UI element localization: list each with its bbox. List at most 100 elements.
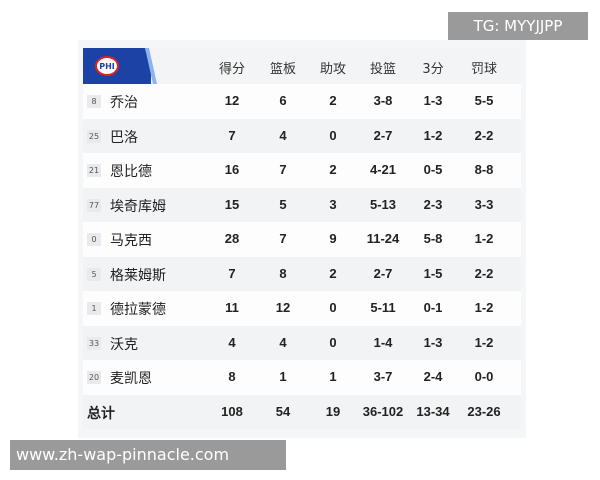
watermark-bottom: www.zh-wap-pinnacle.com (10, 440, 286, 470)
stat-cell: 7 (279, 162, 287, 177)
stat-cell: 1-2 (474, 231, 494, 246)
stat-cell: 2-2 (474, 265, 494, 281)
player-row: 21 恩比德 16 7 2 4-21 0-5 8-8 (83, 153, 521, 188)
player-name: 恩比德 (110, 164, 152, 180)
stat-cell: 5 (279, 196, 287, 212)
player-row: 1 德拉蒙德 11 12 0 5-11 0-1 1-2 (83, 291, 521, 326)
stat-cell: 8 (228, 369, 236, 384)
total-row: 总计 108 54 19 36-102 13-34 23-26 (83, 394, 521, 429)
player-name: 巴洛 (110, 129, 138, 146)
player-name: 埃奇库姆 (110, 198, 166, 215)
jersey-number: 33 (87, 336, 101, 350)
stat-cell: 4 (228, 334, 236, 350)
player-row: 25 巴洛 7 4 0 2-7 1-2 2-2 (83, 118, 521, 153)
stat-cell: 3-7 (373, 369, 393, 384)
stat-cell: 1-2 (423, 127, 443, 143)
stat-cell: 2-4 (423, 369, 443, 384)
stat-cell: 0-5 (423, 162, 443, 177)
stat-cell: 0 (329, 334, 337, 350)
stat-cell: 15 (224, 196, 240, 212)
stat-cell: 12 (224, 93, 240, 108)
stat-cell: 2 (329, 265, 337, 281)
table-header: PHI 得分 篮板 助攻 投篮 3分 罚球 (83, 48, 521, 84)
stat-cell: 3-8 (373, 93, 393, 108)
stat-cell: 4 (279, 127, 287, 143)
stat-cell: 0 (329, 300, 337, 315)
stat-cell: 3-3 (474, 196, 494, 212)
stat-cell: 2-7 (373, 265, 393, 281)
stat-cell: 2-3 (423, 196, 443, 212)
stat-cell: 6 (279, 93, 287, 108)
watermark-top: TG: MYYJJPP (448, 12, 588, 40)
stat-cell: 3 (329, 196, 337, 212)
player-row: 33 沃克 4 4 0 1-4 1-3 1-2 (83, 325, 521, 360)
stat-cell: 9 (329, 231, 337, 246)
stat-cell: 2 (329, 162, 337, 177)
column-header: 3分 (422, 62, 444, 77)
team-logo: PHI (95, 56, 119, 76)
stat-cell: 5-5 (474, 93, 494, 108)
player-name: 马克西 (110, 233, 152, 249)
stat-cell: 13-34 (416, 403, 450, 419)
player-name: 麦凯恩 (110, 371, 152, 387)
stat-cell: 1-5 (423, 265, 443, 281)
stat-cell: 54 (275, 403, 291, 419)
jersey-number: 0 (87, 233, 101, 246)
jersey-number: 77 (87, 198, 101, 212)
stat-cell: 4-21 (369, 162, 397, 177)
player-row: 77 埃奇库姆 15 5 3 5-13 2-3 3-3 (83, 187, 521, 222)
column-header: 篮板 (269, 62, 296, 77)
stat-cell: 1-2 (474, 300, 494, 315)
stat-cell: 1 (329, 369, 337, 384)
player-row: 0 马克西 28 7 9 11-24 5-8 1-2 (83, 222, 521, 257)
jersey-number: 5 (87, 267, 101, 281)
stat-cell: 12 (275, 300, 291, 315)
stat-cell: 7 (228, 127, 236, 143)
stat-cell: 0 (329, 127, 337, 143)
stat-cell: 0-0 (474, 369, 494, 384)
stat-cell: 16 (224, 162, 240, 177)
stat-cell: 23-26 (467, 403, 501, 419)
column-header: 投篮 (369, 62, 396, 77)
column-header: 罚球 (470, 62, 497, 77)
jersey-number: 1 (87, 302, 101, 315)
column-header: 助攻 (319, 62, 346, 77)
stat-cell: 2-7 (373, 127, 393, 143)
stat-cell: 36-102 (362, 403, 404, 419)
stat-cell: 1-2 (474, 334, 494, 350)
jersey-number: 20 (87, 371, 101, 384)
stat-cell: 28 (224, 231, 240, 246)
stat-cell: 4 (279, 334, 287, 350)
stat-cell: 19 (325, 403, 341, 419)
column-header: 得分 (218, 62, 245, 77)
stat-cell: 7 (279, 231, 287, 246)
stat-cell: 11-24 (366, 231, 400, 246)
stat-cell: 8-8 (474, 162, 494, 177)
jersey-number: 25 (87, 129, 101, 143)
stat-cell: 8 (279, 265, 287, 281)
stat-cell: 1 (279, 369, 287, 384)
stat-cell: 11 (225, 300, 239, 315)
player-row: 20 麦凯恩 8 1 1 3-7 2-4 0-0 (83, 360, 521, 395)
player-name: 格莱姆斯 (110, 267, 166, 284)
player-name: 沃克 (110, 336, 138, 353)
stat-cell: 1-3 (423, 93, 443, 108)
jersey-number: 21 (87, 164, 101, 177)
player-row: 8 乔治 12 6 2 3-8 1-3 5-5 (83, 84, 521, 119)
stat-cell: 5-13 (369, 196, 397, 212)
stat-cell: 5-8 (423, 231, 443, 246)
stat-cell: 7 (228, 265, 236, 281)
stat-cell: 1-3 (423, 334, 443, 350)
player-name: 乔治 (110, 95, 138, 111)
stat-cell: 5-11 (370, 300, 396, 315)
stat-cell: 2-2 (474, 127, 494, 143)
jersey-number: 8 (87, 95, 101, 108)
stat-cell: 108 (221, 403, 243, 419)
stat-cell: 2 (329, 93, 337, 108)
box-score-table: PHI 得分 篮板 助攻 投篮 3分 罚球 8 乔治 12 6 2 3-8 1-3 5-5 25 巴洛 7 4 0… (78, 40, 526, 438)
player-name: 德拉蒙德 (110, 302, 166, 318)
stat-cell: 0-1 (423, 300, 443, 315)
total-label: 总计 (87, 405, 115, 422)
stat-cell: 1-4 (373, 334, 393, 350)
player-row: 5 格莱姆斯 7 8 2 2-7 1-5 2-2 (83, 256, 521, 291)
